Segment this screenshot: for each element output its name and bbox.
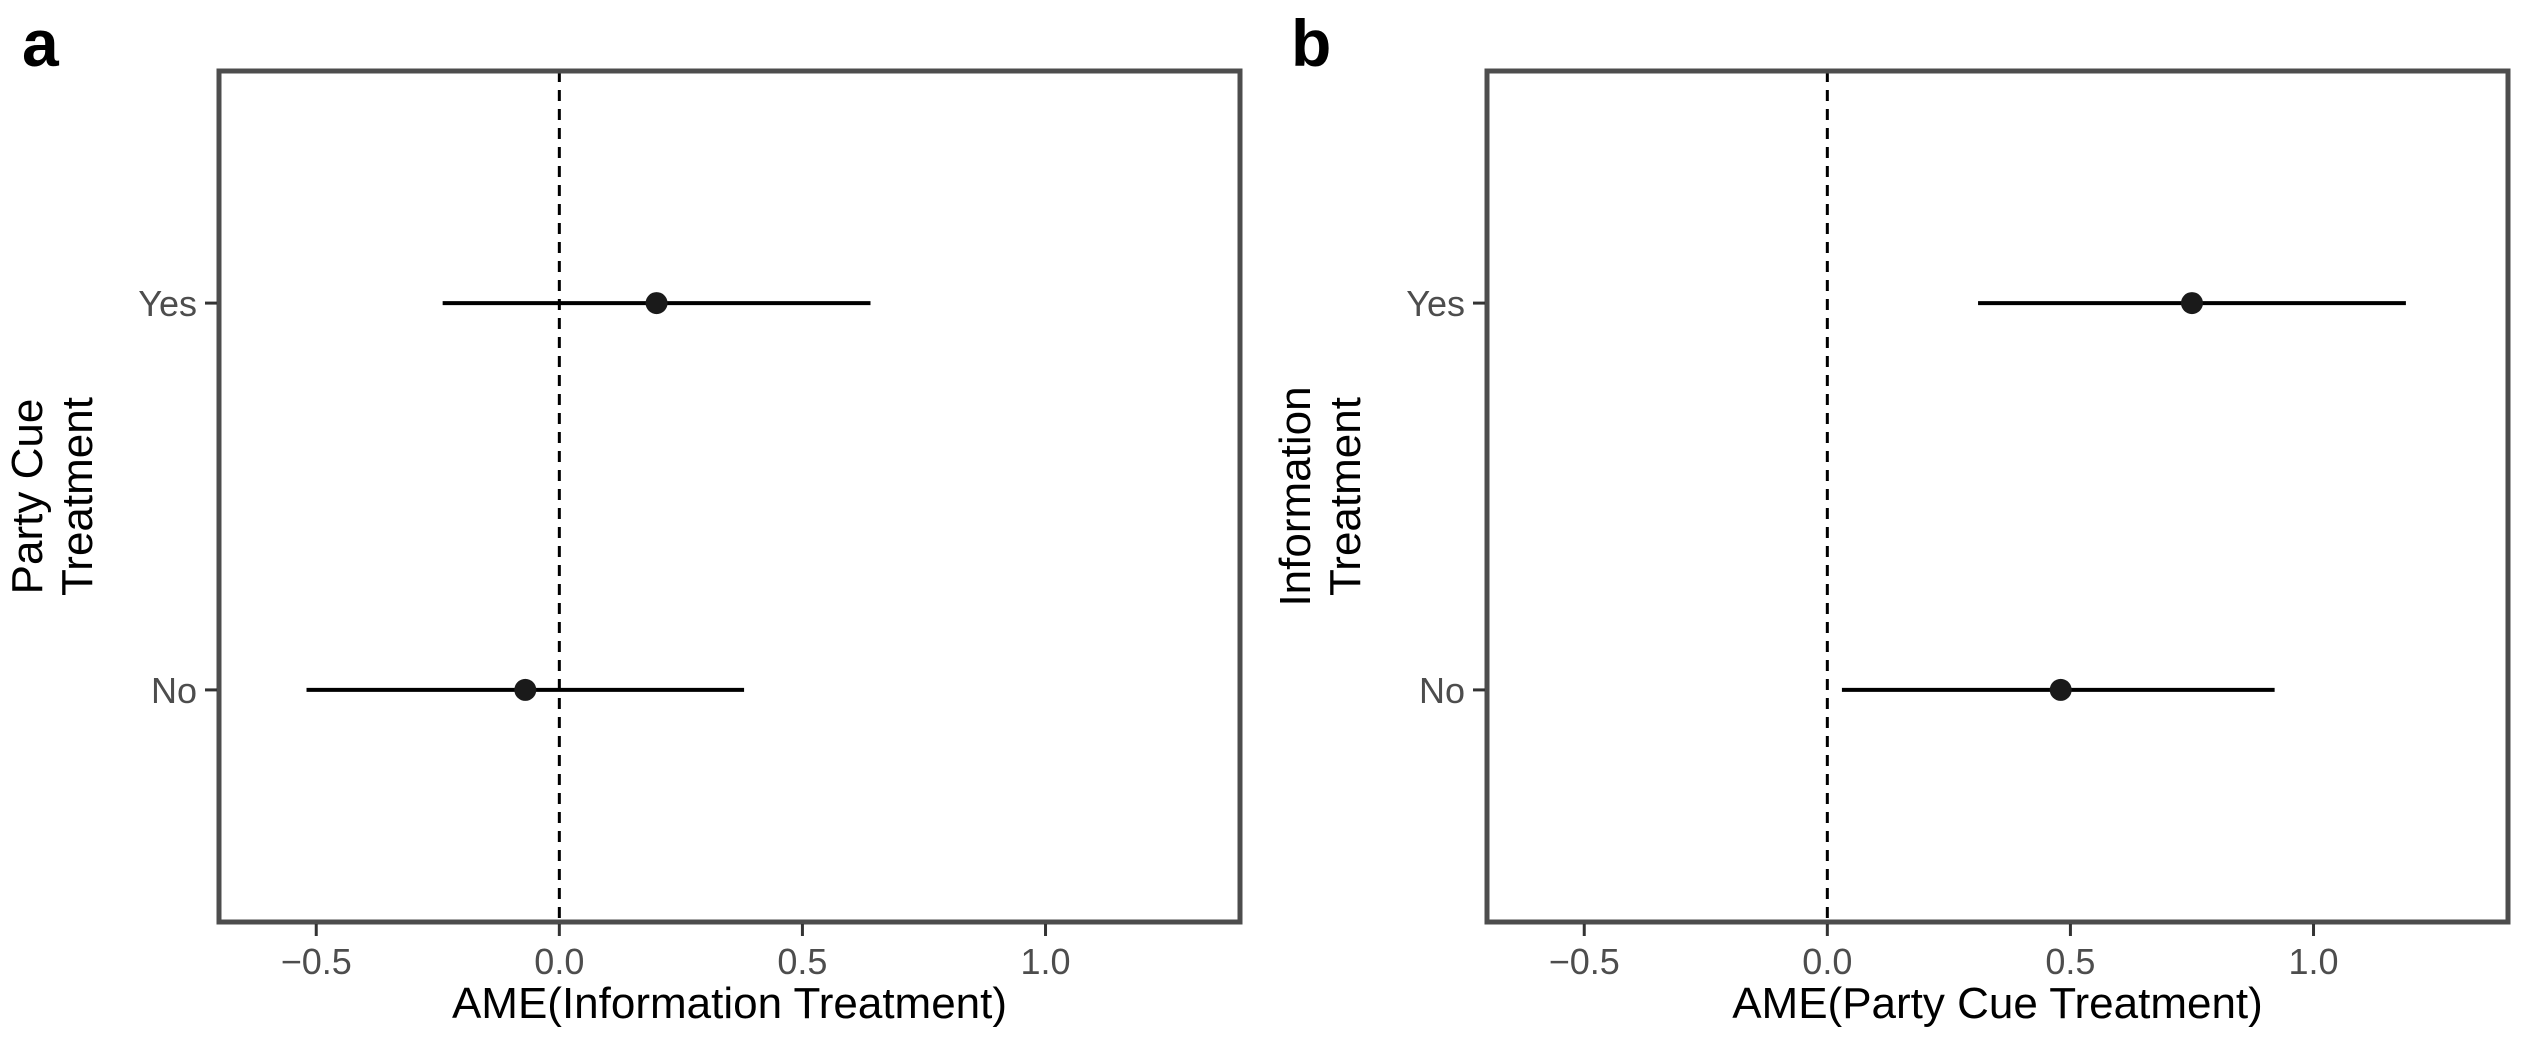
x-tick-label: 0.5 (777, 941, 827, 982)
x-axis: −0.5 0.0 0.5 1.0 (1549, 924, 2339, 982)
panel-label: b (1291, 6, 1331, 80)
x-axis: −0.5 0.0 0.5 1.0 (281, 924, 1071, 982)
panel-border (1484, 68, 2511, 925)
point-estimate (2049, 678, 2072, 701)
y-axis-title: Party CueTreatment (3, 397, 102, 596)
x-axis-title: AME(Information Treatment) (452, 979, 1007, 1028)
x-tick-label: −0.5 (1549, 941, 1620, 982)
panel-b: b −0.5 0.0 0.5 1.0 No Yes AME(Party Cue Treatme… (1271, 6, 2511, 1028)
y-axis-title-line: Treatment (1321, 397, 1370, 596)
estimate-yes (1978, 292, 2406, 315)
x-tick-label: 0.0 (534, 941, 584, 982)
x-tick-label: 0.0 (1802, 941, 1852, 982)
estimate-no (1841, 678, 2275, 701)
point-estimate (514, 678, 537, 701)
y-axis-title: InformationTreatment (1271, 386, 1370, 606)
point-estimate (2180, 292, 2203, 315)
y-tick-label: Yes (138, 283, 197, 324)
point-estimate (645, 292, 668, 315)
y-axis: No Yes (1406, 283, 1485, 711)
y-tick-label: No (1419, 670, 1465, 711)
estimate-yes (442, 292, 871, 315)
panel-a: a −0.5 0.0 0.5 1.0 No Yes AME(Information Treat… (3, 6, 1243, 1028)
y-tick-label: Yes (1406, 283, 1465, 324)
y-tick-label: No (151, 670, 197, 711)
y-axis: No Yes (138, 283, 217, 711)
panel-label: a (22, 6, 60, 80)
estimate-no (306, 678, 745, 701)
x-tick-label: 0.5 (2045, 941, 2095, 982)
x-axis-title: AME(Party Cue Treatment) (1732, 979, 2263, 1028)
x-tick-label: 1.0 (2289, 941, 2339, 982)
y-axis-title-line: Party Cue (3, 399, 52, 595)
panel-border (216, 68, 1243, 925)
x-tick-label: 1.0 (1021, 941, 1071, 982)
y-axis-title-line: Treatment (53, 397, 102, 596)
y-axis-title-line: Information (1271, 386, 1320, 606)
x-tick-label: −0.5 (281, 941, 352, 982)
